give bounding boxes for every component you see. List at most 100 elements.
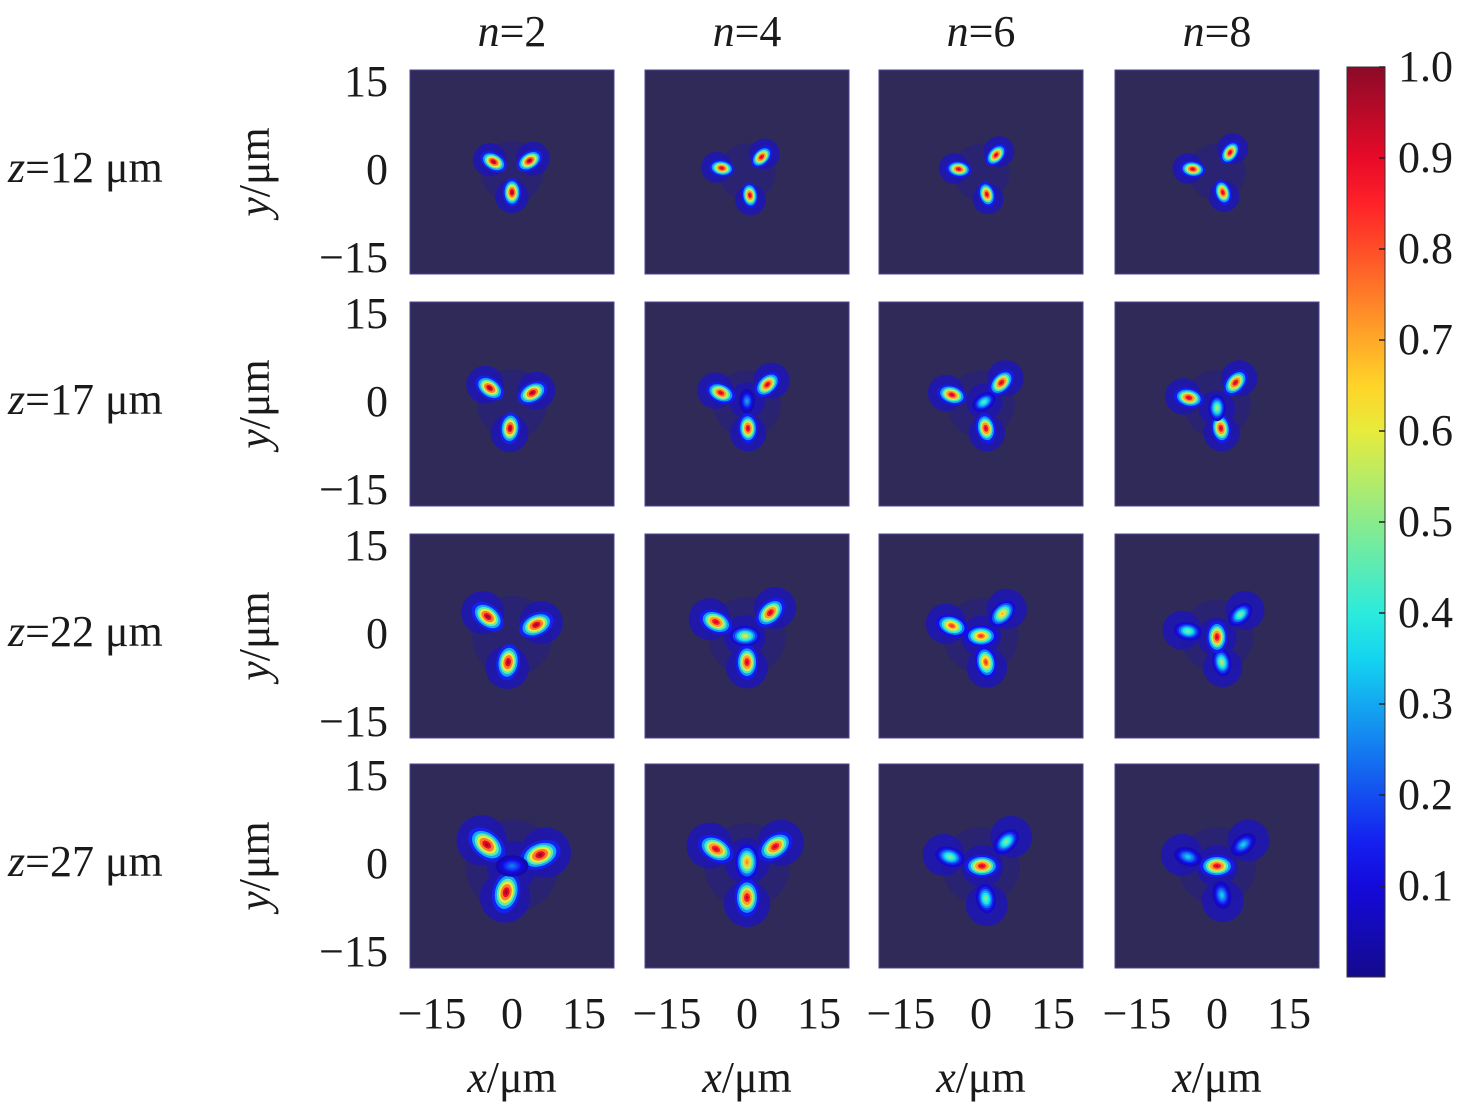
- colorbar-tick-label: 1.0: [1398, 45, 1453, 89]
- intensity-lobe-2: [1230, 833, 1256, 857]
- intensity-lobe-3: [1212, 881, 1232, 910]
- x-axis-label-3: x/μm: [936, 1056, 1026, 1100]
- intensity-lobe-3: [978, 181, 996, 207]
- y-tick-label: 15: [344, 754, 388, 798]
- colorbar-tick-text: 0.8: [1398, 224, 1453, 273]
- x-tick-text: −15: [397, 989, 467, 1038]
- y-tick-label: 0: [366, 842, 388, 886]
- intensity-lobe-3: [974, 646, 997, 679]
- colorbar-tick-label: 0.1: [1398, 864, 1453, 908]
- y-axis-label-3: y/μm: [230, 591, 279, 681]
- panel-r4-c4: [1114, 763, 1320, 969]
- panel-r2-c4: [1114, 301, 1320, 507]
- intensity-lobe-3: [502, 178, 522, 207]
- intensity-lobe-2: [989, 600, 1016, 627]
- intensity-lobe-1: [1174, 846, 1202, 867]
- intensity-lobe-4: [964, 625, 998, 647]
- colorbar: [1346, 66, 1386, 978]
- column-value: =8: [1204, 7, 1252, 56]
- y-tick-text: 15: [344, 751, 388, 800]
- intensity-lobe-3: [734, 878, 760, 917]
- column-label-3: n=6: [947, 10, 1016, 54]
- y-tick-label: 15: [344, 524, 388, 568]
- y-tick-text: 0: [366, 377, 388, 426]
- y-label-unit: /μm: [230, 821, 279, 892]
- y-tick-text: 0: [366, 609, 388, 658]
- y-tick-text: 15: [344, 289, 388, 338]
- x-tick-text: 0: [1206, 989, 1228, 1038]
- panel-r1-c2: [644, 69, 850, 275]
- x-tick-label: −15: [633, 992, 702, 1036]
- column-value: =4: [734, 7, 782, 56]
- y-tick-label: 0: [366, 148, 388, 192]
- panel-r4-c1: [409, 763, 615, 969]
- intensity-lobe-3: [496, 644, 521, 681]
- x-tick-label: 0: [970, 992, 992, 1036]
- y-tick-label: −15: [319, 930, 388, 974]
- intensity-lobe-3: [1212, 648, 1232, 677]
- panel-background: [644, 69, 850, 275]
- colorbar-tick-text: 0.2: [1398, 770, 1453, 819]
- row-value: =12 μm: [25, 143, 163, 192]
- y-axis-label-2: y/μm: [230, 359, 279, 449]
- x-tick-label: 15: [1031, 992, 1075, 1036]
- intensity-lobe-2: [1223, 369, 1248, 396]
- intensity-lobe-3: [975, 413, 996, 444]
- x-tick-text: 0: [736, 989, 758, 1038]
- colorbar-tick-text: 0.1: [1398, 861, 1453, 910]
- intensity-lobe-1: [698, 834, 734, 864]
- x-tick-text: 15: [1031, 989, 1075, 1038]
- y-tick-label: 0: [366, 380, 388, 424]
- intensity-lobe-2: [757, 831, 793, 862]
- intensity-lobe-1: [699, 609, 733, 635]
- y-tick-text: −15: [319, 927, 388, 976]
- row-var: z: [8, 375, 26, 424]
- x-label-var: x: [467, 1053, 487, 1102]
- x-axis-label-1: x/μm: [467, 1056, 557, 1100]
- row-label-3: z=22 μm: [8, 610, 163, 654]
- x-tick-label: 0: [501, 992, 523, 1036]
- colorbar-tick-label: 0.6: [1398, 409, 1453, 453]
- y-tick-label: −15: [319, 236, 388, 280]
- x-label-unit: /μm: [721, 1053, 792, 1102]
- x-tick-label: −15: [1103, 992, 1172, 1036]
- intensity-lobe-2: [985, 143, 1007, 167]
- intensity-lobe-1: [945, 160, 972, 178]
- y-tick-label: 0: [366, 612, 388, 656]
- intensity-lobe-2: [516, 149, 543, 172]
- intensity-lobe-2: [988, 369, 1015, 396]
- x-label-unit: /μm: [955, 1053, 1026, 1102]
- x-tick-text: −15: [1102, 989, 1172, 1038]
- column-var: n: [946, 7, 969, 56]
- column-var: n: [477, 7, 500, 56]
- y-tick-label: 15: [344, 60, 388, 104]
- intensity-lobe-1: [709, 159, 735, 177]
- panel-r1-c4: [1114, 69, 1320, 275]
- y-label-var: y: [230, 661, 279, 681]
- colorbar-tick-label: 0.7: [1398, 318, 1453, 362]
- intensity-lobe-3: [499, 412, 521, 445]
- colorbar-tick-label: 0.3: [1398, 682, 1453, 726]
- x-tick-label: 15: [562, 992, 606, 1036]
- x-tick-text: 15: [797, 989, 841, 1038]
- y-label-var: y: [230, 429, 279, 449]
- column-label-4: n=8: [1183, 10, 1252, 54]
- intensity-lobe-4: [735, 844, 759, 881]
- colorbar-tick-text: 0.9: [1398, 133, 1453, 182]
- panel-r3-c4: [1114, 533, 1320, 739]
- row-value: =17 μm: [25, 375, 163, 424]
- panel-r2-c1: [409, 301, 615, 507]
- y-tick-label: 15: [344, 292, 388, 336]
- colorbar-tick-text: 0.6: [1398, 406, 1453, 455]
- colorbar-tick-text: 1.0: [1398, 42, 1453, 91]
- row-var: z: [8, 607, 26, 656]
- intensity-lobe-1: [475, 375, 504, 401]
- panel-r4-c2: [644, 763, 850, 969]
- colorbar-tick-label: 0.2: [1398, 773, 1453, 817]
- x-label-unit: /μm: [1191, 1053, 1262, 1102]
- intensity-lobe-3: [491, 871, 521, 914]
- panel-background: [878, 69, 1084, 275]
- x-tick-label: −15: [398, 992, 467, 1036]
- intensity-lobe-1: [1180, 160, 1206, 178]
